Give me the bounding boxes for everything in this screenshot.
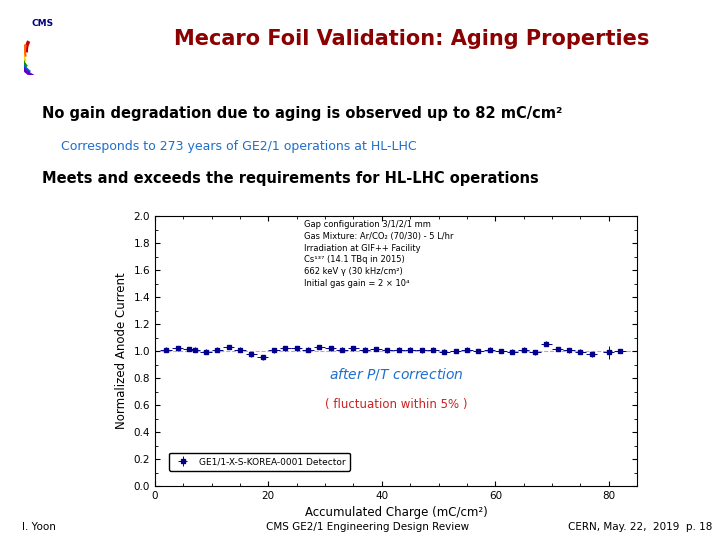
Text: Gap configuration 3/1/2/1 mm
Gas Mixture: Ar/CO₂ (70/30) - 5 L/hr
Irradiation at: Gap configuration 3/1/2/1 mm Gas Mixture… xyxy=(305,220,454,288)
Text: CERN, May. 22,  2019  p. 18: CERN, May. 22, 2019 p. 18 xyxy=(568,522,713,531)
Text: after $P/T$ correction: after $P/T$ correction xyxy=(328,366,464,381)
Text: Corresponds to 273 years of GE2/1 operations at HL-LHC: Corresponds to 273 years of GE2/1 operat… xyxy=(61,140,417,153)
Text: HL-LHC: HL-LHC xyxy=(6,54,14,85)
Text: No gain degradation due to aging is observed up to 82 mC/cm²: No gain degradation due to aging is obse… xyxy=(42,106,562,122)
Text: CMS GE2/1 Engineering Design Review: CMS GE2/1 Engineering Design Review xyxy=(266,522,469,531)
Text: Meets and exceeds the requirements for HL-LHC operations: Meets and exceeds the requirements for H… xyxy=(42,171,539,186)
Legend: GE1/1-X-S-KOREA-0001 Detector: GE1/1-X-S-KOREA-0001 Detector xyxy=(169,453,350,471)
Y-axis label: Normalized Anode Current: Normalized Anode Current xyxy=(114,273,127,429)
Text: CMS: CMS xyxy=(32,19,54,28)
Text: I. Yoon: I. Yoon xyxy=(22,522,55,531)
X-axis label: Accumulated Charge (mC/cm²): Accumulated Charge (mC/cm²) xyxy=(305,507,487,519)
Text: Mecaro Foil Validation: Aging Properties: Mecaro Foil Validation: Aging Properties xyxy=(174,29,649,49)
Text: ( fluctuation within 5% ): ( fluctuation within 5% ) xyxy=(325,397,467,411)
